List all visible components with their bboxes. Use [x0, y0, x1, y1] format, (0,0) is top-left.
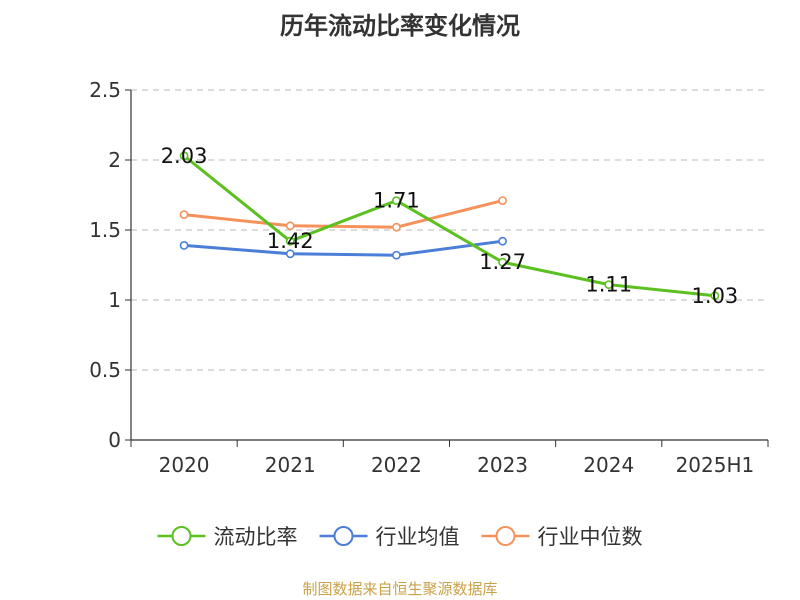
data-point — [285, 249, 295, 259]
chart-title: 历年流动比率变化情况 — [280, 12, 520, 40]
data-point — [392, 222, 401, 232]
data-label: 1.03 — [692, 284, 739, 308]
data-point — [498, 257, 507, 267]
legend-marker — [171, 526, 192, 546]
data-point — [392, 250, 401, 260]
x-tick-label: 2023 — [477, 453, 528, 477]
data-point — [179, 151, 189, 161]
legend-item[interactable]: 行业中位数 — [481, 525, 643, 549]
data-label: 1.27 — [479, 250, 526, 274]
source-note: 制图数据来自恒生聚源数据库 — [302, 580, 498, 598]
series-line — [183, 199, 503, 229]
legend-label: 流动比率 — [214, 525, 298, 549]
x-tick-label: 2022 — [371, 453, 422, 477]
x-tick-label: 2025H1 — [676, 453, 755, 477]
legend-item[interactable]: 流动比率 — [157, 525, 298, 549]
data-label: 1.71 — [373, 189, 420, 213]
y-tick-label: 1.5 — [89, 218, 121, 242]
x-tick-label: 2020 — [159, 453, 210, 477]
x-tick-label: 2021 — [265, 453, 316, 477]
data-label: 1.42 — [267, 229, 314, 253]
data-label: 1.11 — [585, 273, 632, 297]
data-point — [498, 236, 507, 246]
data-point — [498, 196, 507, 205]
data-label: 2.03 — [161, 144, 208, 168]
x-tick-label: 2024 — [583, 453, 634, 477]
legend-marker — [495, 526, 516, 546]
data-point — [179, 210, 189, 219]
legend-item[interactable]: 行业均值 — [319, 525, 460, 549]
series-line — [183, 239, 503, 257]
data-point — [285, 236, 295, 246]
y-tick-label: 0.5 — [89, 358, 121, 382]
legend-label: 行业中位数 — [538, 525, 643, 549]
data-point — [392, 196, 401, 205]
y-tick-label: 0 — [108, 428, 121, 452]
y-tick-label: 2 — [108, 148, 121, 172]
legend-marker — [333, 526, 354, 546]
data-point — [604, 280, 614, 289]
y-tick-label: 1 — [108, 288, 121, 312]
y-tick-label: 2.5 — [89, 78, 121, 102]
series-line — [183, 154, 716, 298]
legend-label: 行业均值 — [376, 525, 460, 549]
data-point — [179, 240, 189, 250]
data-point — [285, 221, 295, 231]
data-point — [710, 291, 720, 301]
